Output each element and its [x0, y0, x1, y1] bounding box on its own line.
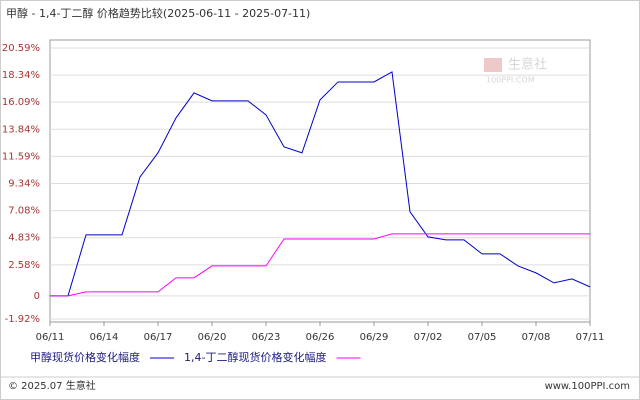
footer-right: www.100PPI.com: [545, 381, 630, 392]
y-tick-label: 20.59%: [2, 43, 40, 54]
y-tick-label: 7.08%: [8, 206, 40, 217]
series-line: [50, 71, 591, 297]
y-tick-label: -1.92%: [5, 314, 40, 325]
y-tick-label: 2.58%: [8, 260, 40, 271]
legend-label: 1,4-丁二醇现货价格变化幅度: [184, 350, 326, 364]
legend-label: 甲醇现货价格变化幅度: [30, 350, 140, 364]
x-tick-label: 06/23: [252, 332, 281, 343]
y-tick-label: 16.09%: [2, 97, 40, 108]
x-tick-label: 06/29: [360, 332, 389, 343]
x-tick-label: 06/26: [306, 332, 335, 343]
x-tick-label: 06/17: [144, 332, 173, 343]
y-tick-label: 0: [34, 291, 40, 302]
y-tick-label: 4.83%: [8, 233, 40, 244]
footer-left: © 2025.07 生意社: [8, 379, 96, 392]
plot-frame: [49, 39, 591, 323]
x-tick-label: 06/14: [90, 332, 119, 343]
watermark-icon: [484, 58, 502, 72]
watermark-name: 生意社: [508, 57, 547, 73]
watermark: 生意社 100PPI.COM: [484, 57, 547, 85]
y-tick-label: 13.84%: [2, 124, 40, 135]
x-tick-label: 07/08: [522, 332, 551, 343]
x-tick-label: 07/11: [576, 332, 605, 343]
series-line: [50, 233, 590, 297]
x-tick-label: 07/05: [468, 332, 497, 343]
chart-title: 甲醇 - 1,4-丁二醇 价格趋势比较(2025-06-11 - 2025-07…: [6, 6, 310, 20]
watermark-site: 100PPI.COM: [486, 76, 535, 85]
x-tick-label: 06/11: [36, 332, 65, 343]
y-tick-label: 18.34%: [2, 70, 40, 81]
y-tick-label: 11.59%: [2, 151, 40, 162]
x-tick-label: 06/20: [198, 332, 227, 343]
x-tick-label: 07/02: [414, 332, 443, 343]
y-tick-label: 9.34%: [8, 178, 40, 189]
